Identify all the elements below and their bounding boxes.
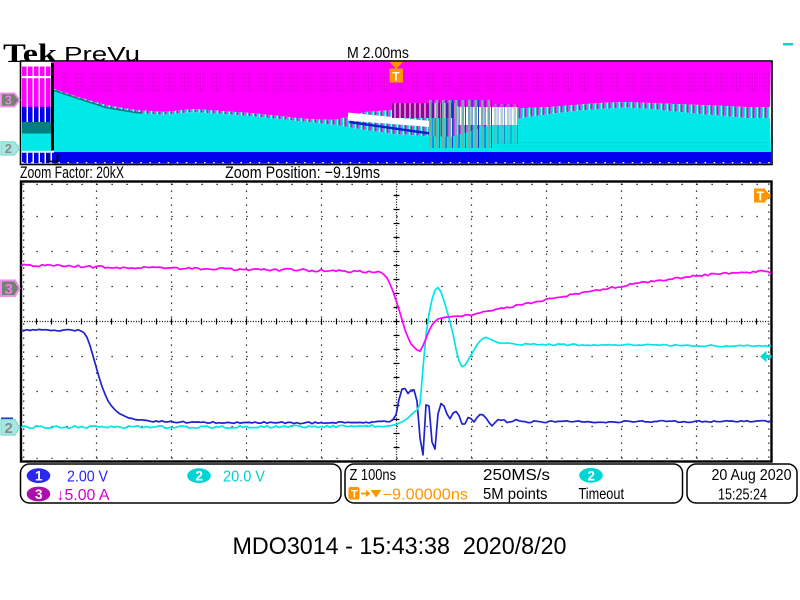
- svg-text:5M points: 5M points: [483, 486, 548, 503]
- svg-text:MDO3014 - 15:43:38 2020/8/20: MDO3014 - 15:43:38 2020/8/20: [233, 533, 567, 560]
- svg-text:Zoom Position: −9.19ms: Zoom Position: −9.19ms: [225, 163, 380, 182]
- svg-text:T: T: [351, 489, 358, 501]
- svg-text:2: 2: [5, 141, 12, 156]
- svg-text:3: 3: [5, 281, 13, 298]
- svg-text:3: 3: [35, 487, 43, 502]
- svg-text:Zoom Factor: 20kX: Zoom Factor: 20kX: [20, 163, 124, 182]
- svg-text:↓5.00 A: ↓5.00 A: [57, 487, 110, 504]
- svg-text:2: 2: [588, 468, 596, 483]
- svg-text:20 Aug 2020: 20 Aug 2020: [712, 467, 792, 484]
- svg-text:T: T: [757, 189, 765, 203]
- svg-text:20.0 V: 20.0 V: [223, 469, 265, 486]
- svg-text:2: 2: [196, 469, 204, 484]
- svg-text:1: 1: [35, 469, 43, 484]
- svg-text:−9.00000ns: −9.00000ns: [383, 487, 469, 504]
- svg-text:15:25:24: 15:25:24: [718, 487, 767, 504]
- svg-text:Timeout: Timeout: [579, 486, 625, 503]
- svg-text:M 2.00ms: M 2.00ms: [347, 45, 409, 62]
- svg-text:3: 3: [5, 93, 12, 108]
- svg-text:250MS/s: 250MS/s: [483, 467, 550, 484]
- svg-text:2: 2: [5, 420, 13, 437]
- svg-text:Z 100ns: Z 100ns: [350, 467, 397, 484]
- svg-text:2.00 V: 2.00 V: [67, 469, 108, 486]
- svg-text:T: T: [392, 70, 400, 84]
